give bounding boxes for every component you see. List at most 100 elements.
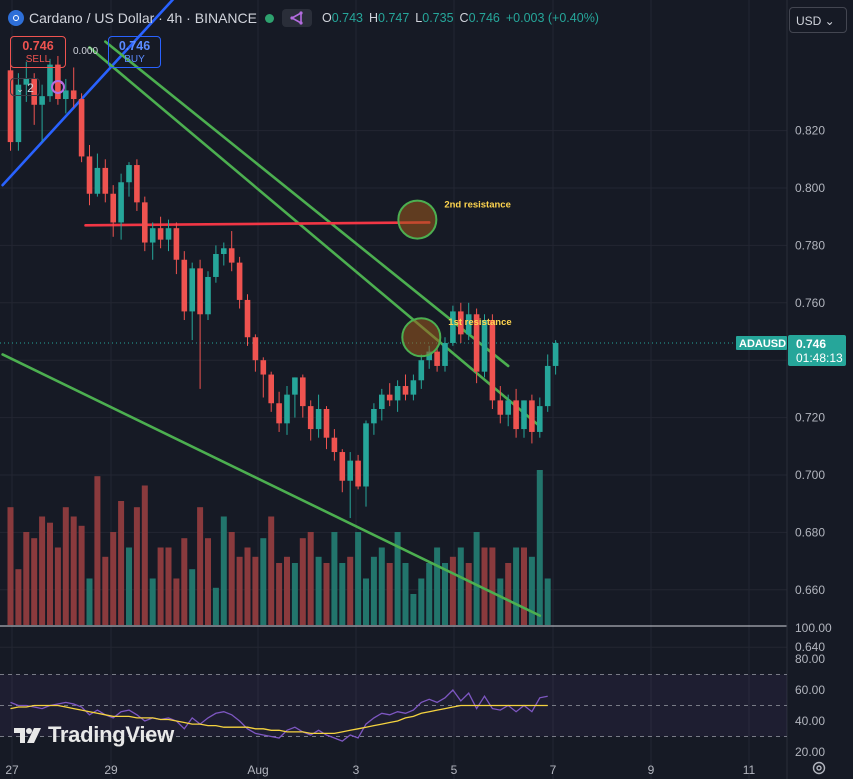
volume-bars xyxy=(7,470,551,625)
candle xyxy=(434,351,440,366)
candle xyxy=(363,423,369,487)
candle xyxy=(134,165,140,203)
volume-bar xyxy=(497,578,504,625)
annotation-label: 1st resistance xyxy=(448,317,511,328)
trendline xyxy=(88,46,542,428)
volume-bar xyxy=(426,563,433,625)
price-tick-label: 0.820 xyxy=(795,124,825,138)
rsi-ma-line xyxy=(10,704,548,735)
volume-bar xyxy=(7,507,14,625)
candle xyxy=(465,314,472,335)
brand-name: TradingView xyxy=(48,722,174,747)
gear-icon[interactable] xyxy=(811,760,827,776)
volume-bar xyxy=(244,547,251,625)
candle xyxy=(142,202,148,243)
trendline xyxy=(1,353,542,617)
buy-button[interactable]: 0.746 BUY xyxy=(108,36,161,68)
price-tick-label: 0.720 xyxy=(795,411,825,425)
volume-bar xyxy=(299,538,306,625)
rsi-tick-label: 40.00 xyxy=(795,714,825,728)
symbol-title[interactable]: Cardano / US Dollar · 4h · BINANCE xyxy=(29,10,257,26)
candle xyxy=(537,406,543,432)
volume-bar xyxy=(15,569,22,625)
candle xyxy=(529,400,535,432)
candle xyxy=(323,408,330,438)
candle xyxy=(307,406,314,430)
candle xyxy=(300,377,306,407)
volume-bar xyxy=(521,547,527,625)
sync-icon[interactable] xyxy=(49,78,67,96)
time-tick-label: 29 xyxy=(104,763,118,777)
price-axis: 0.6400.6600.6800.7000.7200.7400.7600.780… xyxy=(736,124,846,759)
volume-bar xyxy=(481,547,488,625)
candle xyxy=(181,259,188,312)
candle xyxy=(228,248,235,263)
volume-bar xyxy=(457,547,464,625)
candle xyxy=(157,228,164,240)
candle xyxy=(418,360,425,381)
volume-bar xyxy=(513,547,520,625)
tradingview-logo: TradingView xyxy=(14,722,174,748)
candle xyxy=(236,262,243,300)
volume-bar xyxy=(339,563,346,625)
volume-bar xyxy=(110,532,117,625)
rsi-tick-label: 80.00 xyxy=(795,652,825,666)
candle xyxy=(489,320,496,401)
candle xyxy=(513,400,519,430)
volume-bar xyxy=(331,532,338,625)
volume-bar xyxy=(291,563,298,625)
volume-bar xyxy=(173,578,180,625)
volume-bar xyxy=(528,556,535,625)
candle xyxy=(268,374,274,404)
candle xyxy=(252,337,259,361)
price-tick-label: 0.800 xyxy=(795,181,825,195)
indicators-toggle[interactable]: ⌄ 2 xyxy=(10,78,40,96)
candle xyxy=(7,70,14,143)
candle xyxy=(15,84,22,143)
currency-select[interactable]: USD ⌄ xyxy=(789,7,847,33)
volume-bar xyxy=(54,547,61,625)
candle xyxy=(371,408,377,424)
rsi-pane xyxy=(0,674,787,742)
volume-bar xyxy=(94,476,101,625)
candle xyxy=(205,276,211,315)
buy-price: 0.746 xyxy=(118,39,151,53)
close-value: 0.746 xyxy=(468,11,500,25)
candle xyxy=(39,96,45,105)
price-tick-label: 0.680 xyxy=(795,525,825,539)
chart-grid xyxy=(0,0,788,779)
sell-button[interactable]: 0.746 SELL xyxy=(10,36,66,68)
candle xyxy=(442,342,448,366)
countdown-label: 01:48:13 xyxy=(796,351,843,365)
candle xyxy=(126,165,132,183)
volume-bar xyxy=(181,538,188,625)
symbol-tag-label: ADAUSD xyxy=(739,338,786,350)
rsi-tick-label: 60.00 xyxy=(795,683,825,697)
volume-bar xyxy=(31,538,38,625)
price-tick-label: 0.640 xyxy=(795,640,825,654)
volume-bar xyxy=(307,532,314,625)
change-value: +0.003 (+0.40%) xyxy=(505,11,599,25)
volume-bar xyxy=(157,547,164,625)
volume-bar xyxy=(489,547,496,625)
candle xyxy=(347,460,353,481)
chart-header: Cardano / US Dollar · 4h · BINANCE O0.74… xyxy=(8,6,599,30)
volume-bar xyxy=(252,556,259,625)
volume-bar xyxy=(394,532,401,625)
candle xyxy=(94,167,101,194)
volume-bar xyxy=(260,538,267,625)
volume-bar xyxy=(370,556,377,625)
volume-bar xyxy=(347,556,354,625)
volume-bar xyxy=(133,507,140,625)
candle xyxy=(426,351,432,361)
candle xyxy=(31,78,37,105)
candle xyxy=(458,311,464,335)
volume-bar xyxy=(536,470,543,625)
volume-bar xyxy=(39,516,46,625)
high-value: 0.747 xyxy=(378,11,410,25)
volume-bar xyxy=(228,532,235,625)
compare-icon[interactable] xyxy=(281,9,312,27)
volume-bar xyxy=(505,563,512,625)
sell-label: SELL xyxy=(25,54,51,65)
